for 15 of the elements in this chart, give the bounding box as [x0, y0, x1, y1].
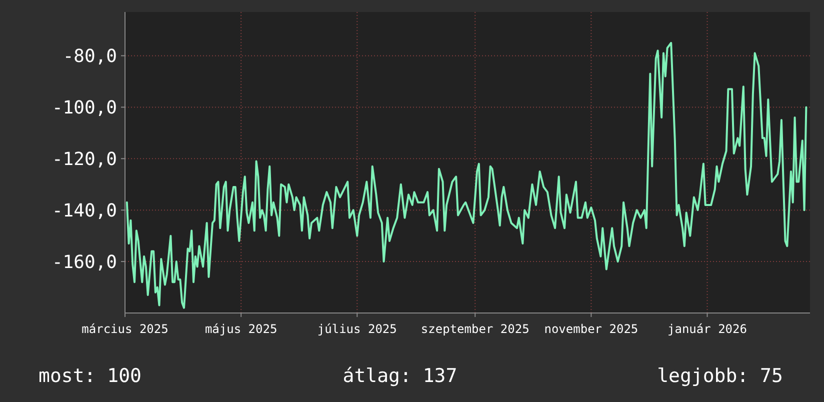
x-tick-label: július 2025 [317, 322, 397, 336]
text: legjobb: 75 [657, 365, 783, 387]
y-tick-label: -100,0 [52, 97, 117, 118]
x-tick-label: január 2026 [668, 322, 747, 336]
x-tick-label: március 2025 [82, 322, 168, 336]
y-tick-label: -80,0 [62, 46, 117, 68]
y-tick-label: -140,0 [52, 200, 117, 222]
x-tick-label: szeptember 2025 [420, 322, 530, 336]
text: most: 100 [38, 365, 142, 387]
line-series [126, 42, 808, 309]
x-tick-label: november 2025 [544, 322, 638, 336]
y-tick-label: -120,0 [52, 148, 117, 170]
x-tick-label: május 2025 [204, 322, 278, 336]
text: átlag: 137 [342, 365, 458, 387]
y-tick-label: -160,0 [52, 252, 117, 273]
